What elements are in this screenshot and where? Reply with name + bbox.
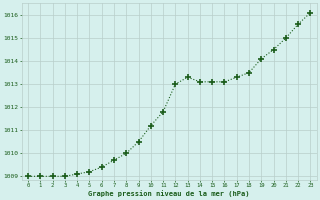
X-axis label: Graphe pression niveau de la mer (hPa): Graphe pression niveau de la mer (hPa) <box>89 190 250 197</box>
